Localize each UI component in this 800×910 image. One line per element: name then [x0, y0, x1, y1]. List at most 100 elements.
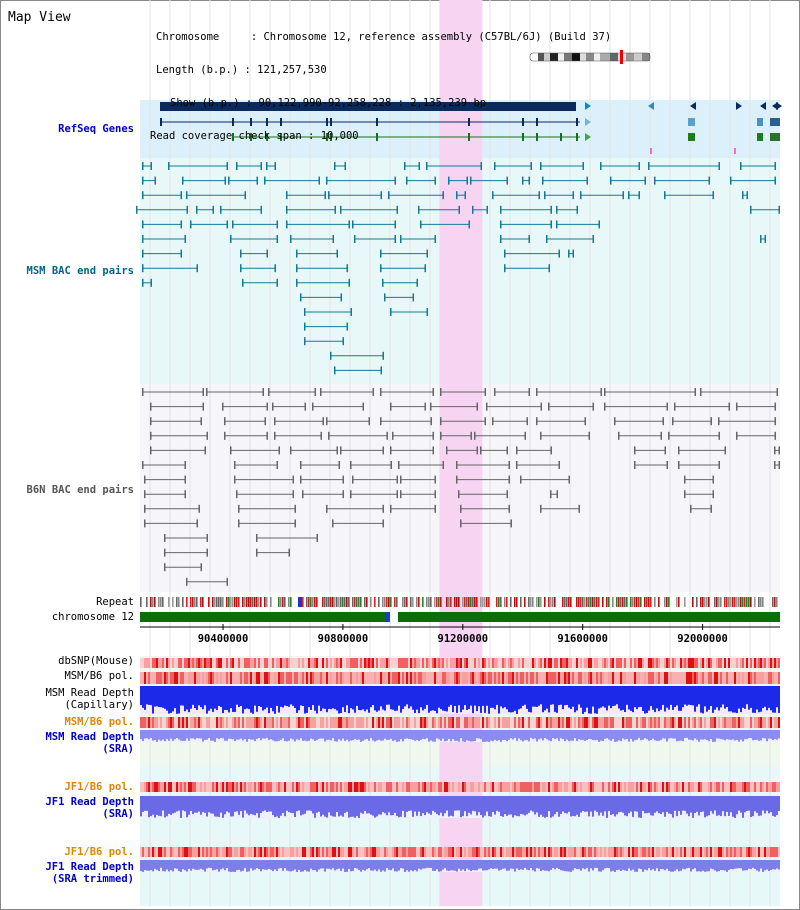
heat-cell: [490, 658, 492, 668]
depth-bar: [730, 860, 732, 870]
heat-cell: [666, 847, 668, 857]
depth-bar: [424, 860, 426, 869]
heat-cell: [346, 658, 348, 668]
heat-cell: [296, 672, 298, 684]
track-label-chromosome[interactable]: chromosome 12: [51, 611, 134, 623]
track-label-repeat[interactable]: Repeat: [96, 596, 134, 608]
b6n-bac-end: [380, 417, 382, 426]
depth-bar: [292, 686, 294, 706]
b6n-bac-end: [390, 461, 392, 469]
heat-cell: [494, 782, 496, 792]
b6n-bac-end: [206, 548, 208, 557]
depth-bar: [678, 796, 680, 812]
heat-cell: [736, 672, 738, 684]
heat-cell: [720, 658, 722, 668]
depth-bar: [160, 796, 162, 817]
depth-bar: [566, 686, 568, 705]
ideogram-band: [544, 53, 550, 61]
heat-cell: [168, 717, 170, 728]
depth-bar: [446, 796, 448, 811]
track-label-msm-b6-pol-2[interactable]: MSM/B6 pol.: [64, 716, 134, 728]
depth-bar: [394, 796, 396, 813]
heat-cell: [396, 672, 398, 684]
heat-cell: [514, 672, 516, 684]
heat-cell: [160, 782, 162, 792]
depth-bar: [500, 860, 502, 870]
depth-bar: [730, 730, 732, 741]
depth-bar: [188, 730, 190, 741]
heat-cell: [170, 672, 172, 684]
heat-cell: [278, 847, 280, 857]
b6n-bac-end: [312, 402, 314, 411]
heat-cell: [506, 717, 508, 728]
depth-bar: [380, 796, 382, 815]
depth-bar: [634, 686, 636, 708]
depth-bar: [574, 730, 576, 739]
heat-cell: [676, 847, 678, 857]
heat-cell: [364, 717, 366, 728]
track-label-jf1-b6-pol[interactable]: JF1/B6 pol.: [64, 781, 134, 793]
heat-cell: [668, 847, 670, 857]
heat-cell: [590, 847, 592, 857]
track-label-jf1-b6-pol-2[interactable]: JF1/B6 pol.: [64, 846, 134, 858]
track-label-jf1-read-depth-trim[interactable]: JF1 Read Depth: [45, 861, 134, 873]
heat-cell: [738, 672, 740, 684]
depth-bar: [240, 860, 242, 872]
track-label-b6n-bac[interactable]: B6N BAC end pairs: [26, 484, 134, 496]
depth-bar: [156, 860, 158, 870]
repeat-mark: [700, 597, 702, 607]
heat-cell: [408, 782, 410, 792]
heat-cell: [684, 782, 686, 792]
depth-bar: [266, 686, 268, 708]
track-label-msm-read-depth-sra[interactable]: MSM Read Depth: [45, 731, 134, 743]
track-label-msm-bac[interactable]: MSM BAC end pairs: [26, 265, 134, 277]
heat-cell: [690, 847, 692, 857]
heat-cell: [736, 717, 738, 728]
track-label-jf1-read-depth[interactable]: JF1 Read Depth: [45, 796, 134, 808]
heat-cell: [702, 672, 704, 684]
heat-cell: [270, 672, 272, 684]
repeat-mark: [758, 597, 760, 607]
depth-bar: [288, 796, 290, 813]
heat-cell: [372, 847, 374, 857]
heat-cell: [284, 672, 286, 684]
heat-cell: [744, 717, 746, 728]
depth-bar: [208, 860, 210, 868]
heat-cell: [734, 782, 736, 792]
heat-cell: [486, 658, 488, 668]
heat-cell: [766, 658, 768, 668]
track-label-dbsnp[interactable]: dbSNP(Mouse): [58, 655, 134, 667]
heat-cell: [680, 782, 682, 792]
track-label-msm-b6-pol[interactable]: MSM/B6 pol.: [64, 670, 134, 682]
depth-bar: [740, 730, 742, 740]
heat-cell: [560, 717, 562, 728]
heat-cell: [774, 658, 776, 668]
msm-bac-end: [380, 264, 382, 273]
repeat-mark: [390, 597, 392, 607]
depth-bar: [448, 686, 450, 707]
track-label-msm-read-depth[interactable]: MSM Read Depth: [45, 687, 134, 699]
b6n-bac-end: [184, 490, 186, 499]
heat-cell: [366, 717, 368, 728]
depth-bar: [218, 796, 220, 817]
ideogram-band: [530, 53, 538, 61]
msm-bac-end: [538, 191, 540, 200]
heat-cell: [320, 847, 322, 857]
depth-bar: [252, 686, 254, 714]
depth-bar: [234, 796, 236, 812]
heat-cell: [678, 847, 680, 857]
heat-cell: [420, 847, 422, 857]
depth-bar: [154, 686, 156, 707]
track-label-refseq[interactable]: RefSeq Genes: [58, 123, 134, 135]
heat-cell: [580, 658, 582, 668]
heat-cell: [574, 658, 576, 668]
heat-cell: [358, 782, 360, 792]
heat-cell: [516, 672, 518, 684]
heat-cell: [464, 717, 466, 728]
depth-bar: [286, 730, 288, 742]
depth-bar: [254, 796, 256, 816]
depth-bar: [586, 730, 588, 741]
heat-cell: [614, 672, 616, 684]
depth-bar: [650, 796, 652, 816]
heat-cell: [500, 847, 502, 857]
